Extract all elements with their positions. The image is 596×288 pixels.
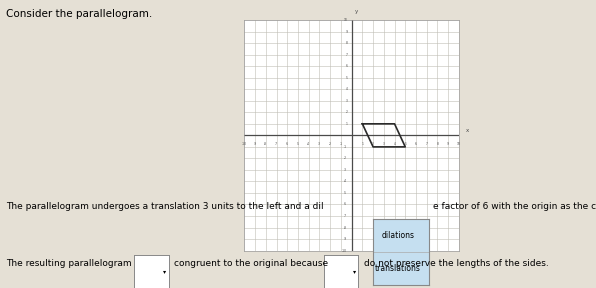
Text: -8: -8 bbox=[344, 226, 347, 230]
Text: -9: -9 bbox=[344, 237, 347, 241]
Text: do not preserve the lengths of the sides.: do not preserve the lengths of the sides… bbox=[364, 259, 548, 268]
Text: 7: 7 bbox=[346, 53, 347, 57]
Text: -5: -5 bbox=[344, 191, 347, 195]
Text: -7: -7 bbox=[344, 214, 347, 218]
Text: -1: -1 bbox=[339, 142, 343, 146]
Text: dilations: dilations bbox=[381, 231, 414, 240]
Text: Consider the parallelogram.: Consider the parallelogram. bbox=[6, 9, 152, 19]
Text: 2: 2 bbox=[372, 142, 374, 146]
Text: congruent to the original because: congruent to the original because bbox=[174, 259, 328, 268]
Text: -3: -3 bbox=[344, 168, 347, 172]
Text: 6: 6 bbox=[415, 142, 417, 146]
Text: -4: -4 bbox=[344, 179, 347, 183]
Text: 10: 10 bbox=[457, 142, 461, 146]
Text: -1: -1 bbox=[344, 145, 347, 149]
Text: 4: 4 bbox=[346, 87, 347, 91]
Text: translations: translations bbox=[375, 264, 421, 273]
Text: e factor of 6 with the origin as the center of dilation.: e factor of 6 with the origin as the cen… bbox=[433, 202, 596, 211]
Text: -8: -8 bbox=[264, 142, 268, 146]
Text: -5: -5 bbox=[296, 142, 300, 146]
Text: x: x bbox=[465, 128, 468, 133]
Text: 8: 8 bbox=[436, 142, 439, 146]
Text: 2: 2 bbox=[346, 110, 347, 114]
Text: -6: -6 bbox=[344, 202, 347, 206]
Text: 1: 1 bbox=[361, 142, 364, 146]
Text: ▾: ▾ bbox=[163, 269, 166, 274]
Text: 7: 7 bbox=[426, 142, 428, 146]
Text: -3: -3 bbox=[318, 142, 321, 146]
Text: -6: -6 bbox=[285, 142, 289, 146]
Text: y: y bbox=[355, 10, 358, 14]
Text: -2: -2 bbox=[344, 156, 347, 160]
Text: The parallelogram undergoes a translation 3 units to the left and a dil: The parallelogram undergoes a translatio… bbox=[6, 202, 324, 211]
Text: -10: -10 bbox=[342, 249, 347, 253]
Text: 3: 3 bbox=[383, 142, 385, 146]
Text: 5: 5 bbox=[404, 142, 406, 146]
Text: 9: 9 bbox=[447, 142, 449, 146]
Text: -2: -2 bbox=[328, 142, 332, 146]
Text: -7: -7 bbox=[275, 142, 278, 146]
Text: -10: -10 bbox=[242, 142, 247, 146]
Text: The resulting parallelogram: The resulting parallelogram bbox=[6, 259, 132, 268]
Text: 3: 3 bbox=[346, 99, 347, 103]
Text: -4: -4 bbox=[307, 142, 311, 146]
Text: 1: 1 bbox=[346, 122, 347, 126]
Text: ▾: ▾ bbox=[352, 269, 356, 274]
Text: 9: 9 bbox=[345, 30, 347, 34]
Text: 6: 6 bbox=[345, 64, 347, 68]
Text: 4: 4 bbox=[393, 142, 396, 146]
Text: 5: 5 bbox=[345, 76, 347, 80]
Text: 8: 8 bbox=[346, 41, 347, 45]
Text: -9: -9 bbox=[253, 142, 257, 146]
Text: 10: 10 bbox=[343, 18, 347, 22]
